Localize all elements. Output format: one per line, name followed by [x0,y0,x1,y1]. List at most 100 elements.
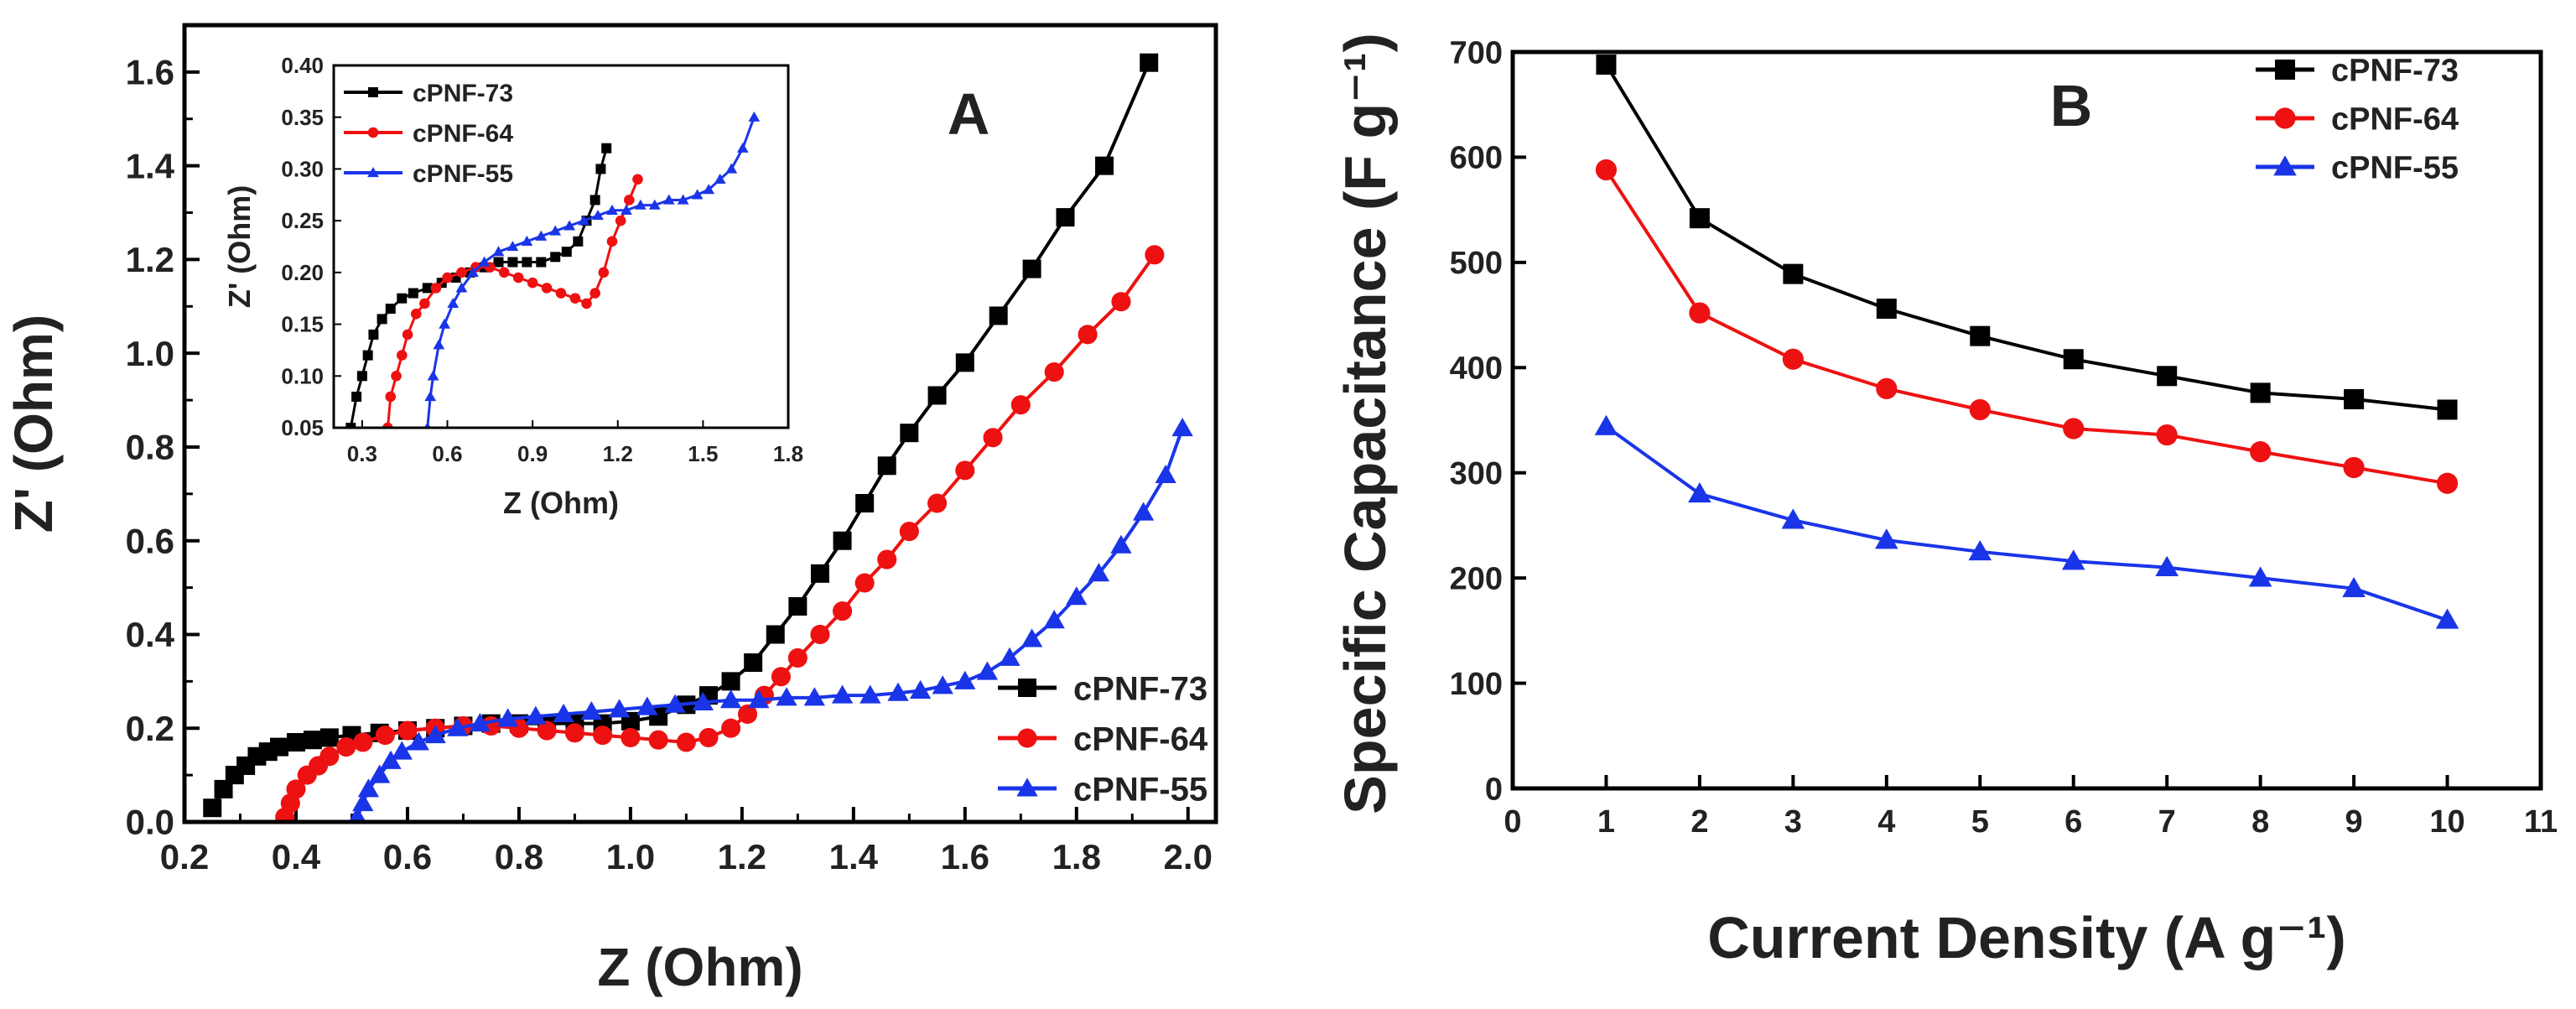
data-point-cpnf-73 [877,456,896,476]
data-point-cpnf-55 [703,184,715,195]
data-point-cpnf-55 [549,225,562,236]
data-point-cpnf-55 [380,750,402,769]
data-point-cpnf-55 [714,173,726,184]
data-point-cpnf-73 [810,564,829,583]
x-axis-title: Z (Ohm) [503,486,619,520]
data-point-cpnf-64 [537,720,557,741]
data-point-cpnf-55 [564,220,576,231]
data-point-cpnf-73 [766,625,785,644]
y-tick-label: 0.10 [281,363,324,388]
data-point-cpnf-55 [433,339,445,350]
x-tick-label: 0.9 [517,441,548,466]
data-point-cpnf-55 [2435,608,2459,629]
data-point-cpnf-55 [391,741,413,760]
data-point-cpnf-55 [748,689,770,709]
data-point-cpnf-55 [424,391,437,402]
data-point-cpnf-64 [1078,325,1098,345]
data-point-cpnf-64 [983,428,1003,448]
data-point-cpnf-55 [691,189,704,200]
data-point-cpnf-64 [555,288,567,299]
legend-label-cpnf-73: cPNF-73 [2331,54,2459,89]
data-point-cpnf-55 [909,679,932,700]
data-point-cpnf-73 [303,731,322,750]
data-point-cpnf-55 [2342,576,2366,598]
plot-frame [1510,49,2543,791]
data-point-cpnf-64 [397,720,418,741]
data-point-cpnf-64 [1010,395,1031,415]
data-point-cpnf-55 [521,235,533,247]
data-point-cpnf-73 [397,293,408,304]
data-point-cpnf-64 [955,460,975,481]
data-point-cpnf-73 [2250,382,2271,403]
data-point-cpnf-55 [606,204,618,215]
data-point-cpnf-64 [353,732,373,752]
x-tick-label: 0.4 [272,837,321,876]
y-tick-label: 1.0 [126,334,174,373]
data-point-cpnf-64 [512,272,524,283]
data-point-cpnf-73 [721,672,740,691]
data-point-cpnf-64 [391,370,402,382]
data-point-cpnf-55 [506,241,519,252]
y-axis-title: Z' (Ohm) [222,185,257,309]
data-point-cpnf-64 [430,283,442,294]
plot-frame [332,64,790,429]
x-tick-label: 5 [1971,804,1989,840]
y-tick-label: 0.4 [126,615,175,654]
x-tick-label: 7 [2158,804,2176,840]
legend-marker [1016,778,1038,797]
x-tick-label: 2.0 [1164,837,1213,876]
data-point-cpnf-64 [527,277,538,289]
x-tick-label: 9 [2345,804,2363,840]
series-line-cpnf-64 [1604,169,2448,486]
x-axis-title: Z (Ohm) [597,937,802,997]
data-point-cpnf-73 [385,304,396,315]
y-tick-label: 0.20 [281,260,324,285]
data-point-cpnf-73 [351,391,362,402]
data-point-cpnf-64 [419,298,430,309]
data-point-cpnf-55 [719,689,742,709]
legend-label-cpnf-73: cPNF-73 [413,80,513,107]
data-point-cpnf-64 [581,298,592,309]
data-point-cpnf-64 [2156,424,2178,446]
data-point-cpnf-64 [1876,377,1898,399]
y-tick-label: 0.0 [126,803,174,842]
data-point-cpnf-73 [1970,325,1991,346]
x-tick-label: 4 [1877,804,1895,840]
data-point-cpnf-55 [648,199,661,210]
data-point-cpnf-55 [692,691,714,710]
data-point-cpnf-64 [598,267,610,278]
data-point-cpnf-55 [492,246,505,257]
data-point-cpnf-64 [1044,361,1064,382]
data-point-cpnf-64 [1145,245,1165,265]
x-tick-label: 1.5 [688,441,718,466]
data-point-cpnf-64 [854,573,875,593]
data-point-cpnf-64 [410,308,422,320]
data-point-cpnf-73 [1140,53,1159,72]
data-point-cpnf-73 [550,252,561,263]
data-point-cpnf-55 [662,194,675,205]
data-point-cpnf-55 [455,282,468,293]
data-point-cpnf-55 [1171,417,1193,437]
data-point-cpnf-55 [348,806,366,822]
y-tick-label: 0.35 [281,105,324,130]
data-point-cpnf-55 [748,111,761,122]
series-group [345,111,761,428]
x-tick-label: 0 [1504,804,1521,840]
data-point-cpnf-64 [541,283,553,294]
x-tick-label: 0.6 [383,837,432,876]
x-tick-label: 0.3 [347,441,377,466]
data-point-cpnf-55 [634,199,647,210]
data-point-cpnf-64 [589,288,600,299]
data-point-cpnf-64 [569,293,581,304]
data-point-cpnf-55 [447,297,460,309]
data-point-cpnf-73 [1095,156,1114,175]
data-point-cpnf-64 [615,215,626,226]
data-point-cpnf-55 [2155,555,2179,576]
panel-a-inset: 0.3 0.6 0.9 1.2 1.5 1.8 0.05 0.10 0.15 0.20 0.25 0.… [222,53,803,520]
data-point-cpnf-55 [999,647,1021,666]
data-point-cpnf-55 [525,705,547,725]
data-point-cpnf-55 [427,370,439,381]
data-point-cpnf-55 [535,230,548,241]
data-point-cpnf-64 [648,730,668,750]
data-point-cpnf-55 [553,703,574,722]
